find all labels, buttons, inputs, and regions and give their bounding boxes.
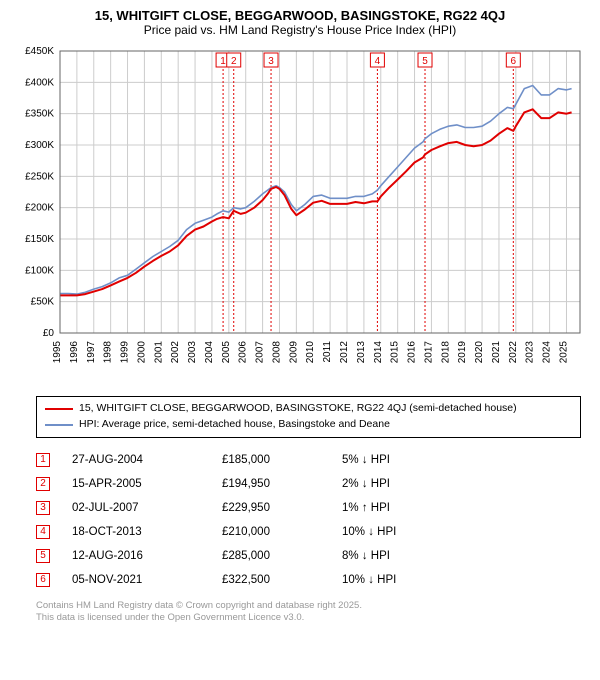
svg-text:£450K: £450K: [25, 46, 54, 57]
svg-text:2010: 2010: [305, 341, 316, 364]
sale-date: 12-AUG-2016: [72, 550, 222, 562]
svg-text:1998: 1998: [103, 341, 114, 364]
chart-subtitle: Price paid vs. HM Land Registry's House …: [12, 23, 588, 37]
svg-text:2009: 2009: [288, 341, 299, 364]
svg-text:1995: 1995: [52, 341, 63, 364]
svg-text:£100K: £100K: [25, 265, 54, 276]
sale-marker: 6: [36, 573, 50, 587]
sale-date: 02-JUL-2007: [72, 502, 222, 514]
sale-delta: 10% ↓ HPI: [342, 526, 472, 538]
sale-delta: 2% ↓ HPI: [342, 478, 472, 490]
sale-price: £194,950: [222, 478, 342, 490]
svg-text:2000: 2000: [136, 341, 147, 364]
svg-text:£350K: £350K: [25, 109, 54, 120]
legend-swatch: [45, 408, 73, 410]
svg-text:2024: 2024: [542, 341, 553, 364]
sale-delta: 5% ↓ HPI: [342, 454, 472, 466]
svg-text:2001: 2001: [153, 341, 164, 364]
svg-text:2006: 2006: [238, 341, 249, 364]
sale-row: 6 05-NOV-2021£322,50010% ↓ HPI: [36, 568, 588, 592]
svg-text:2020: 2020: [474, 341, 485, 364]
svg-text:2007: 2007: [255, 341, 266, 364]
svg-text:4: 4: [375, 56, 381, 67]
svg-text:2021: 2021: [491, 341, 502, 364]
svg-text:£150K: £150K: [25, 234, 54, 245]
line-chart: £0 £50K £100K £150K £200K £250K £300K £350K £400…: [12, 43, 588, 383]
footer-line-1: Contains HM Land Registry data © Crown c…: [36, 600, 586, 613]
sale-marker: 5: [36, 549, 50, 563]
sale-marker: 3: [36, 501, 50, 515]
svg-text:2015: 2015: [390, 341, 401, 364]
chart-area: £0 £50K £100K £150K £200K £250K £300K £350K £400…: [12, 43, 588, 388]
sale-delta: 10% ↓ HPI: [342, 574, 472, 586]
svg-text:£300K: £300K: [25, 140, 54, 151]
svg-text:2002: 2002: [170, 341, 181, 364]
svg-text:2008: 2008: [271, 341, 282, 364]
sale-price: £210,000: [222, 526, 342, 538]
sale-marker: 1: [36, 453, 50, 467]
legend-label: 15, WHITGIFT CLOSE, BEGGARWOOD, BASINGST…: [79, 401, 517, 417]
svg-text:£400K: £400K: [25, 77, 54, 88]
svg-text:£200K: £200K: [25, 203, 54, 214]
svg-text:2017: 2017: [423, 341, 434, 364]
chart-container: 15, WHITGIFT CLOSE, BEGGARWOOD, BASINGST…: [0, 0, 600, 635]
svg-text:2019: 2019: [457, 341, 468, 364]
sales-table: 1 27-AUG-2004£185,0005% ↓ HPI 2 15-APR-2005…: [36, 448, 588, 592]
svg-text:2004: 2004: [204, 341, 215, 364]
legend: 15, WHITGIFT CLOSE, BEGGARWOOD, BASINGST…: [36, 396, 581, 438]
sale-price: £285,000: [222, 550, 342, 562]
chart-title: 15, WHITGIFT CLOSE, BEGGARWOOD, BASINGST…: [12, 8, 588, 23]
svg-text:2018: 2018: [440, 341, 451, 364]
legend-item: HPI: Average price, semi-detached house,…: [45, 417, 572, 433]
svg-text:2025: 2025: [558, 341, 569, 364]
sale-marker: 4: [36, 525, 50, 539]
svg-text:6: 6: [511, 56, 517, 67]
svg-text:£50K: £50K: [31, 297, 55, 308]
svg-text:2022: 2022: [508, 341, 519, 364]
svg-text:2: 2: [231, 56, 237, 67]
svg-text:£0: £0: [43, 328, 55, 339]
sale-date: 18-OCT-2013: [72, 526, 222, 538]
svg-text:3: 3: [268, 56, 274, 67]
svg-text:1997: 1997: [86, 341, 97, 364]
svg-text:2011: 2011: [322, 341, 333, 363]
sale-row: 1 27-AUG-2004£185,0005% ↓ HPI: [36, 448, 588, 472]
sale-date: 15-APR-2005: [72, 478, 222, 490]
sale-row: 3 02-JUL-2007£229,9501% ↑ HPI: [36, 496, 588, 520]
legend-swatch: [45, 424, 73, 426]
svg-text:£250K: £250K: [25, 171, 54, 182]
svg-text:1: 1: [220, 56, 226, 67]
svg-text:1999: 1999: [120, 341, 131, 364]
footer-attribution: Contains HM Land Registry data © Crown c…: [36, 600, 586, 626]
legend-item: 15, WHITGIFT CLOSE, BEGGARWOOD, BASINGST…: [45, 401, 572, 417]
sale-marker: 2: [36, 477, 50, 491]
sale-delta: 1% ↑ HPI: [342, 502, 472, 514]
sale-row: 5 12-AUG-2016£285,0008% ↓ HPI: [36, 544, 588, 568]
sale-price: £229,950: [222, 502, 342, 514]
sale-price: £185,000: [222, 454, 342, 466]
svg-text:2014: 2014: [373, 341, 384, 364]
legend-label: HPI: Average price, semi-detached house,…: [79, 417, 390, 433]
footer-line-2: This data is licensed under the Open Gov…: [36, 612, 586, 625]
svg-text:2003: 2003: [187, 341, 198, 364]
svg-text:2005: 2005: [221, 341, 232, 364]
sale-date: 05-NOV-2021: [72, 574, 222, 586]
svg-text:2012: 2012: [339, 341, 350, 364]
sale-row: 2 15-APR-2005£194,9502% ↓ HPI: [36, 472, 588, 496]
svg-text:1996: 1996: [69, 341, 80, 364]
svg-text:2023: 2023: [525, 341, 536, 364]
svg-text:2016: 2016: [407, 341, 418, 364]
sale-row: 4 18-OCT-2013£210,00010% ↓ HPI: [36, 520, 588, 544]
sale-date: 27-AUG-2004: [72, 454, 222, 466]
sale-price: £322,500: [222, 574, 342, 586]
svg-text:5: 5: [422, 56, 428, 67]
sale-delta: 8% ↓ HPI: [342, 550, 472, 562]
svg-text:2013: 2013: [356, 341, 367, 364]
